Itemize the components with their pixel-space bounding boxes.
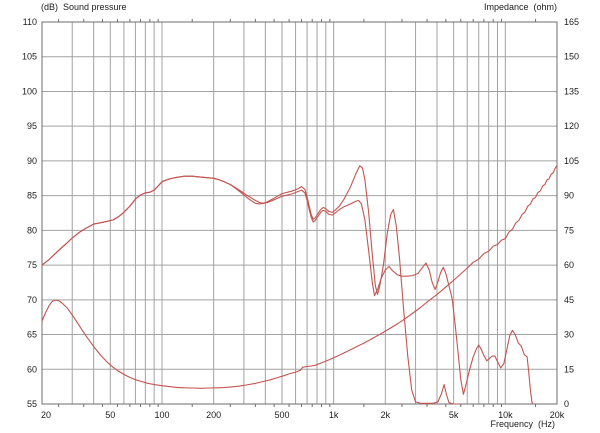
x-tick-label: 500 — [274, 410, 289, 420]
y-right-tick-label: 90 — [564, 191, 574, 201]
y-left-tick-label: 75 — [27, 260, 37, 270]
y-left-tick-label: 90 — [27, 156, 37, 166]
y-right-tick-label: 15 — [564, 364, 574, 374]
impedance-axis-title: Impedance (ohm) — [483, 2, 557, 12]
y-left-tick-label: 55 — [27, 399, 37, 409]
spl-axis-title: (dB) Sound pressure — [41, 2, 127, 12]
y-left-tick-label: 95 — [27, 121, 37, 131]
y-right-tick-label: 150 — [564, 52, 579, 62]
x-tick-label: 20k — [550, 410, 565, 420]
x-tick-label: 5k — [449, 410, 459, 420]
y-left-tick-label: 70 — [27, 295, 37, 305]
y-left-tick-label: 105 — [22, 52, 37, 62]
sound-pressure-curve-1 — [41, 165, 459, 405]
y-right-tick-label: 135 — [564, 86, 579, 96]
x-tick-label: 20 — [41, 410, 51, 420]
x-tick-label: 50 — [105, 410, 115, 420]
y-right-tick-label: 30 — [564, 330, 574, 340]
x-tick-label: 1k — [329, 410, 339, 420]
y-right-tick-label: 75 — [564, 225, 574, 235]
x-tick-label: 200 — [206, 410, 221, 420]
y-right-tick-label: 45 — [564, 295, 574, 305]
x-tick-label: 100 — [154, 410, 169, 420]
y-left-tick-label: 110 — [23, 17, 37, 27]
y-left-tick-label: 85 — [27, 191, 37, 201]
y-left-tick-label: 80 — [27, 225, 37, 235]
sound-pressure-curve-2 — [41, 175, 534, 405]
y-left-tick-label: 100 — [22, 86, 37, 96]
x-tick-label: 10k — [498, 410, 513, 420]
y-right-tick-label: 105 — [564, 156, 579, 166]
y-right-tick-label: 165 — [564, 17, 579, 27]
y-left-tick-label: 65 — [27, 330, 37, 340]
impedance-curve — [41, 164, 558, 389]
y-right-tick-label: 0 — [564, 399, 569, 409]
frequency-axis-title: Frequency (Hz) — [490, 419, 555, 429]
y-left-tick-label: 60 — [27, 364, 37, 374]
x-tick-label: 2k — [381, 410, 391, 420]
y-right-tick-label: 60 — [564, 260, 574, 270]
plot-frame — [41, 21, 558, 405]
y-right-tick-label: 120 — [564, 121, 579, 131]
